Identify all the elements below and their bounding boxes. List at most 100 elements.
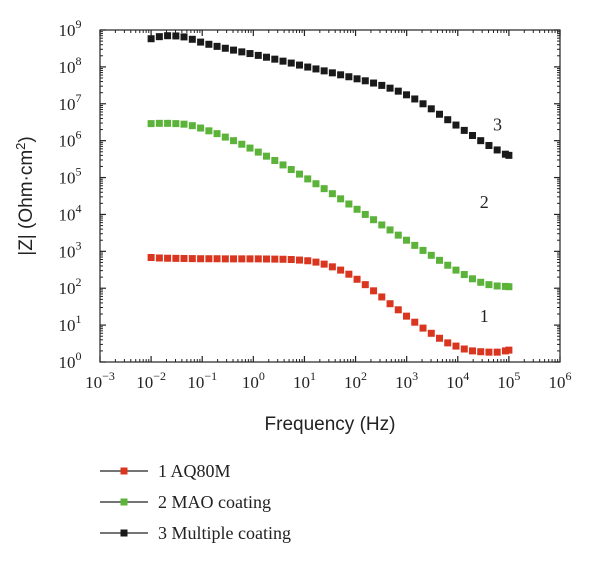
data-point [386,300,394,308]
data-point [493,348,501,356]
data-point [320,185,328,193]
series-2: 2 [147,119,513,291]
data-point [427,329,435,337]
data-point [295,170,303,178]
data-point [345,270,353,278]
data-point [436,256,444,264]
x-tick-label: 103 [395,369,418,392]
legend: 1 AQ80M 2 MAO coating 3 Multiple coating [100,461,291,543]
legend-item-3: 3 Multiple coating [100,523,291,543]
y-tick-label: 104 [59,201,82,224]
data-point [147,120,155,128]
data-point [328,69,336,77]
data-point [328,190,336,198]
data-point [197,38,205,46]
data-point [345,200,353,208]
data-point [361,210,369,218]
data-point [370,79,378,87]
data-point [304,257,312,265]
plot-frame [99,29,561,363]
data-point [411,241,419,249]
data-point [378,293,386,301]
data-point [238,140,246,148]
data-point [213,130,221,138]
data-point [345,73,353,81]
data-point [403,91,411,99]
data-point [337,71,345,79]
data-point [477,137,485,145]
data-point [279,57,287,65]
series-3-label: 3 [493,114,502,134]
data-point [197,124,205,132]
data-point [230,137,238,145]
data-point [271,255,279,263]
data-point [221,44,229,52]
data-point [230,46,238,54]
data-point [295,256,303,264]
series-1: 1 [147,254,513,356]
data-point [485,348,493,356]
legend-item-1: 1 AQ80M [100,461,231,481]
data-point [427,105,435,113]
axes: 10−3 10−2 10−1 100 101 102 103 104 105 106 100 101 1… [13,17,572,435]
data-point [213,255,221,263]
data-point [370,216,378,224]
data-point [370,287,378,295]
data-point [378,81,386,89]
data-point [485,141,493,149]
data-point [444,261,452,269]
data-point [460,126,468,134]
data-point [238,48,246,56]
data-point [155,33,163,41]
data-point [205,127,213,135]
data-point [378,221,386,229]
data-point [436,110,444,118]
x-tick-label: 101 [293,369,316,392]
data-point [287,166,295,174]
data-point [452,266,460,274]
data-point [505,283,513,291]
data-point [188,255,196,263]
data-point [254,51,262,59]
data-point [155,119,163,127]
series-1-label: 1 [480,306,489,326]
x-tick-label: 100 [242,369,265,392]
data-point [477,348,485,356]
x-tick-label: 106 [549,369,572,392]
legend-label: 3 Multiple coating [158,523,291,543]
data-point [254,255,262,263]
data-point [221,133,229,141]
data-point [320,260,328,268]
data-point [263,53,271,61]
data-point [337,195,345,203]
data-point [477,278,485,286]
data-point [353,275,361,283]
data-point [444,339,452,347]
data-point [180,120,188,128]
data-point [394,87,402,95]
data-point [295,61,303,69]
data-point [271,156,279,164]
data-point [403,236,411,244]
data-point [172,120,180,128]
data-point [361,281,369,289]
data-series: 1 2 3 [147,32,513,356]
data-point [221,255,229,263]
data-point [419,100,427,108]
y-tick-label: 108 [59,54,82,77]
data-point [312,180,320,188]
data-point [287,256,295,264]
y-tick-label: 100 [59,349,82,372]
x-tick-label: 102 [344,369,367,392]
data-point [205,40,213,48]
data-point [444,116,452,124]
x-tick-label: 10−2 [136,369,166,392]
data-point [419,246,427,254]
data-point [254,148,262,156]
data-point [460,271,468,279]
data-point [468,275,476,283]
legend-marker [120,529,128,537]
data-point [312,258,320,266]
plot-border [99,29,561,363]
